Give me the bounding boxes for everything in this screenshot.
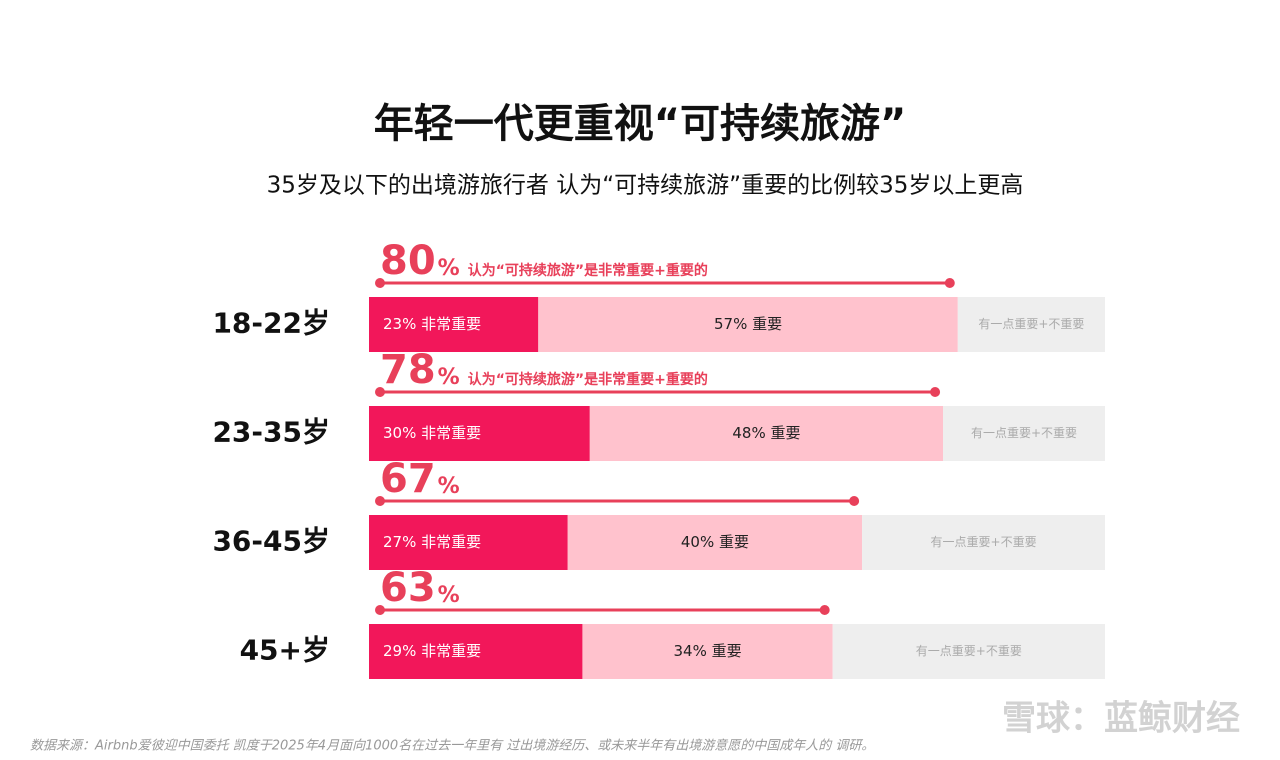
chart-title: 年轻一代更重视“可持续旅游” [374,101,907,147]
total-unit: % [438,365,460,390]
bar-label: 48% 重要 [732,424,800,442]
total-value: 63 [380,565,436,611]
chart-subtitle: 35岁及以下的出境游旅行者 认为“可持续旅游”重要的比例较35岁以上更高 [267,173,1024,199]
total-dot-start [375,387,385,397]
bar-label: 有一点重要+不重要 [978,317,1084,331]
bar-segment [832,624,1105,679]
total-unit: % [438,474,460,499]
bar-label: 有一点重要+不重要 [931,535,1037,549]
bar-label: 29% 非常重要 [383,642,481,660]
category-label: 45+岁 [240,634,330,667]
total-unit: % [438,256,460,281]
source-note: 数据来源：Airbnb爱彼迎中国委托 凯度于2025年4月面向1000名在过去一… [30,738,874,754]
bar-label: 有一点重要+不重要 [916,644,1022,658]
bar-label: 27% 非常重要 [383,533,481,551]
total-value: 78 [380,347,436,393]
bar-segment [369,297,539,352]
total-dot-start [375,496,385,506]
total-dot-end [944,278,955,288]
category-label: 36-45岁 [212,525,330,558]
bar-segment [538,297,958,352]
bar-label: 40% 重要 [681,533,749,551]
watermark: 雪球：蓝鲸财经 [1002,699,1240,739]
bar-segment [369,406,590,461]
bar-label: 57% 重要 [714,315,782,333]
total-dot-end [819,605,830,615]
total-dot-end [930,387,941,397]
bar-segment [567,515,863,570]
bar-segment [589,406,944,461]
total-dot-start [375,605,385,615]
bar-label: 有一点重要+不重要 [971,426,1077,440]
total-value: 80 [380,238,436,284]
bar-label: 23% 非常重要 [383,315,481,333]
bar-segment [943,406,1105,461]
bar-segment [369,515,568,570]
total-value: 67 [380,456,436,502]
total-unit: % [438,583,460,608]
bar-segment [369,624,583,679]
category-label: 23-35岁 [212,416,330,449]
total-dot-start [375,278,385,288]
bar-label: 30% 非常重要 [383,424,481,442]
total-note: 认为“可持续旅游”是非常重要+重要的 [468,371,708,388]
total-note: 认为“可持续旅游”是非常重要+重要的 [468,262,708,279]
category-label: 18-22岁 [212,307,330,340]
bar-label: 34% 重要 [674,642,742,660]
bar-segment [957,297,1105,352]
total-dot-end [849,496,860,506]
bar-segment [862,515,1105,570]
bar-segment [582,624,833,679]
